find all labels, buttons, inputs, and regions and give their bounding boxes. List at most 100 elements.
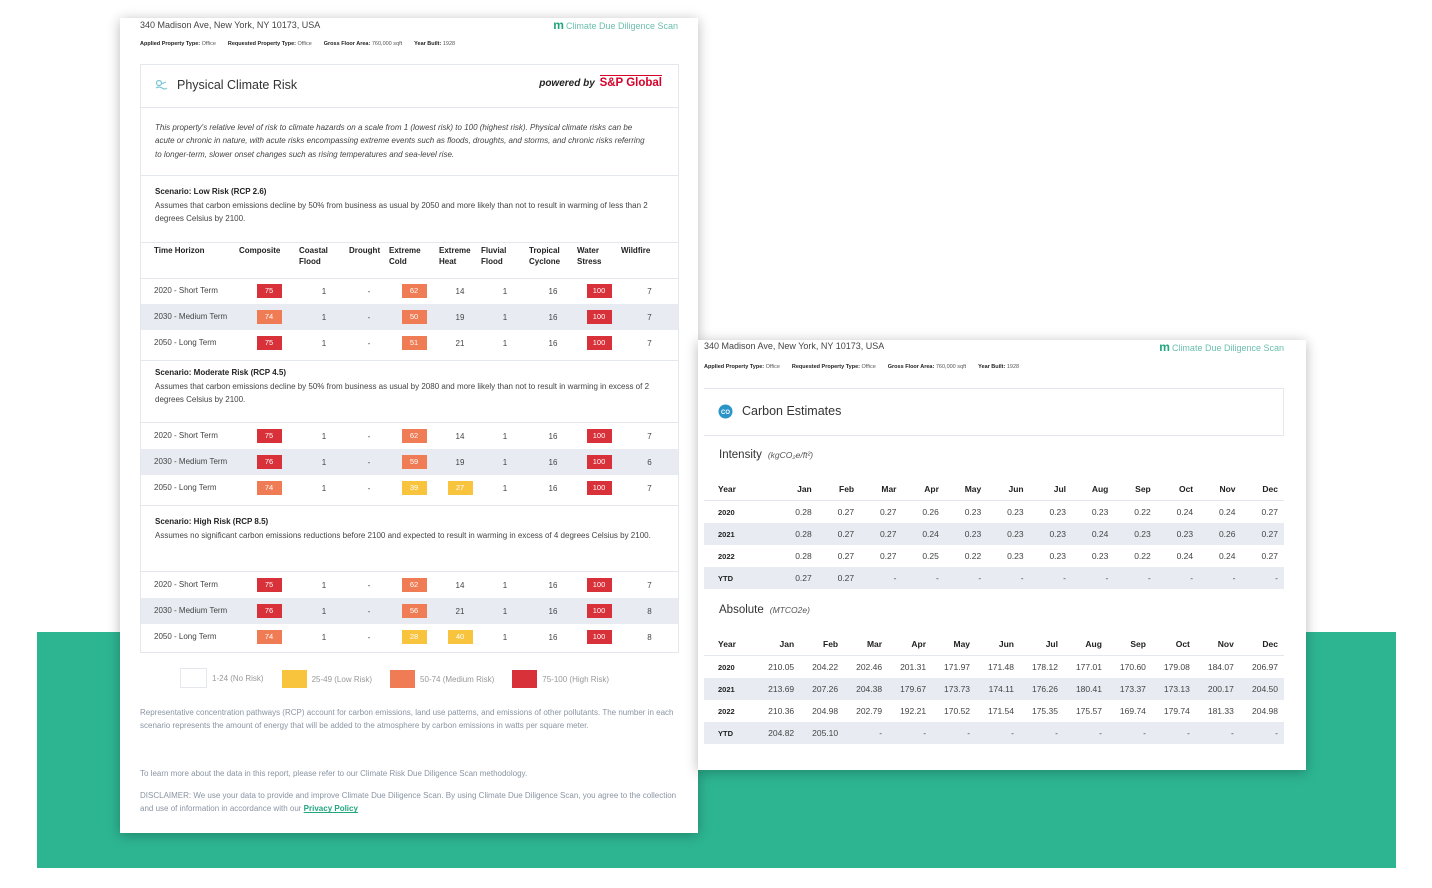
risk-score-badge: 39 (401, 481, 427, 495)
powered-by-label: powered by (539, 78, 595, 89)
value-cell: 0.28 (795, 529, 812, 539)
risk-score-badge: 76 (256, 604, 282, 618)
table-row: 2021 213.69 207.26 204.38 179.67 173.73 174.11… (704, 678, 1284, 700)
value-cell: 0.28 (795, 551, 812, 561)
risk-score: 16 (548, 483, 558, 493)
value-cell: 0.23 (1007, 551, 1024, 561)
meta-value: 1928 (442, 41, 456, 47)
risk-score: 1 (502, 457, 508, 467)
month-header: Nov (1199, 478, 1242, 501)
column-header: Fluvial Flood (481, 246, 507, 266)
value-cell: - (1055, 728, 1058, 738)
risk-score: 1 (321, 606, 327, 616)
risk-cell: 62 (389, 572, 439, 598)
legend-label: 25-49 (Low Risk) (311, 674, 373, 684)
meta-value: 1928 (1006, 364, 1020, 370)
value-cell: 201.31 (900, 662, 927, 672)
meta-label: Applied Property Type: (140, 41, 201, 47)
value-cell: 0.27 (837, 529, 855, 539)
value-cell: 174.11 (988, 684, 1014, 694)
rcp-note: Representative concentration pathways (R… (140, 708, 674, 731)
column-header: Tropical Cyclone (529, 246, 561, 266)
brand-name: Climate Due Diligence Scan (1171, 343, 1284, 353)
value-cell: 181.33 (1207, 706, 1234, 716)
scenario-title: Scenario: Moderate Risk (RCP 4.5) (155, 368, 287, 377)
risk-cell: 8 (621, 598, 678, 624)
value-cell: 178.12 (1031, 662, 1058, 672)
risk-score: 1 (502, 312, 508, 322)
risk-cell: 19 (439, 304, 481, 330)
value-cell: 170.52 (944, 706, 971, 716)
risk-score: - (367, 483, 371, 493)
legend-swatch (180, 668, 207, 688)
time-horizon: 2030 - Medium Term (154, 606, 228, 615)
sp-global-logo: S&P Global (599, 75, 662, 89)
risk-cell: - (349, 572, 389, 598)
risk-score-badge: 62 (401, 284, 427, 299)
risk-cell: 1 (299, 449, 349, 475)
value-cell: 204.82 (768, 728, 795, 738)
risk-cell: - (349, 624, 389, 650)
risk-score: 1 (502, 338, 508, 348)
physical-risk-report-page: 340 Madison Ave, New York, NY 10173, USA… (120, 18, 698, 833)
risk-table: 2020 - Short Term 75 1 - 62 14 1 16 100 7 2030 - M… (141, 572, 678, 650)
co2-icon-text: CO (721, 410, 730, 416)
risk-cell: - (349, 598, 389, 624)
risk-cell: 1 (299, 423, 349, 449)
legend-label: 50-74 (Medium Risk) (420, 674, 495, 684)
month-header: Dec (1241, 478, 1284, 501)
carbon-report-page: 340 Madison Ave, New York, NY 10173, USA… (698, 340, 1306, 770)
value-cell: 206.97 (1252, 662, 1278, 672)
meta-label: Requested Property Type: (791, 364, 860, 370)
time-horizon: 2050 - Long Term (154, 483, 217, 492)
risk-cell: 1 (299, 330, 349, 356)
value-cell: 0.27 (1261, 507, 1278, 517)
risk-cell: 16 (529, 624, 577, 650)
month-header: Sep (1107, 633, 1152, 656)
risk-score: 1 (502, 632, 508, 642)
meta-value: Office (765, 364, 780, 370)
table-row: 2030 - Medium Term 76 1 - 59 19 1 16 100 6 (141, 449, 678, 475)
risk-cell: 21 (439, 330, 481, 356)
year-cell: YTD (718, 728, 733, 738)
value-cell: 173.37 (1119, 684, 1146, 694)
risk-cell: 100 (577, 475, 621, 501)
year-cell: 2021 (718, 529, 735, 539)
risk-score: 7 (647, 312, 652, 322)
risk-score-badge: 100 (586, 481, 612, 495)
risk-score: - (367, 431, 371, 441)
value-cell: 204.22 (812, 662, 839, 672)
meta-value: 760,000 sqft (935, 364, 967, 370)
value-cell: 0.27 (837, 551, 855, 561)
absolute-title: Absolute (MTCO2e) (719, 604, 810, 616)
value-cell: 0.23 (1049, 529, 1066, 539)
risk-score: 7 (647, 580, 652, 590)
risk-score: 14 (455, 431, 465, 441)
meta-label: Applied Property Type: (704, 364, 765, 370)
risk-cell: - (349, 278, 389, 304)
month-header: Year (704, 478, 776, 501)
value-cell: - (1275, 728, 1278, 738)
value-cell: 0.27 (837, 573, 855, 583)
risk-cell: 1 (481, 330, 529, 356)
month-header: Oct (1156, 478, 1200, 501)
risk-score: 16 (548, 338, 558, 348)
meta-value: 760,000 sqft (371, 41, 403, 47)
meta-label: Year Built: (414, 41, 442, 47)
risk-cell: 16 (529, 304, 577, 330)
value-cell: 0.23 (964, 507, 982, 517)
risk-cell: 7 (621, 304, 678, 330)
risk-score: 1 (321, 483, 327, 493)
value-cell: 213.69 (768, 684, 795, 694)
property-address: 340 Madison Ave, New York, NY 10173, USA (704, 341, 885, 351)
risk-score-badge: 100 (586, 284, 612, 299)
risk-cell: 39 (389, 475, 439, 501)
value-cell: 202.79 (856, 706, 883, 716)
risk-score-badge: 62 (401, 429, 427, 443)
month-header: Jul (1029, 478, 1072, 501)
privacy-policy-link[interactable]: Privacy Policy (303, 804, 358, 814)
value-cell: 0.22 (1134, 507, 1151, 517)
column-header: Extreme Heat (439, 246, 471, 266)
value-cell: 0.24 (922, 529, 939, 539)
table-row: 2022 0.28 0.27 0.27 0.25 0.22 0.23 0.23 0.23 0.22… (704, 545, 1284, 567)
